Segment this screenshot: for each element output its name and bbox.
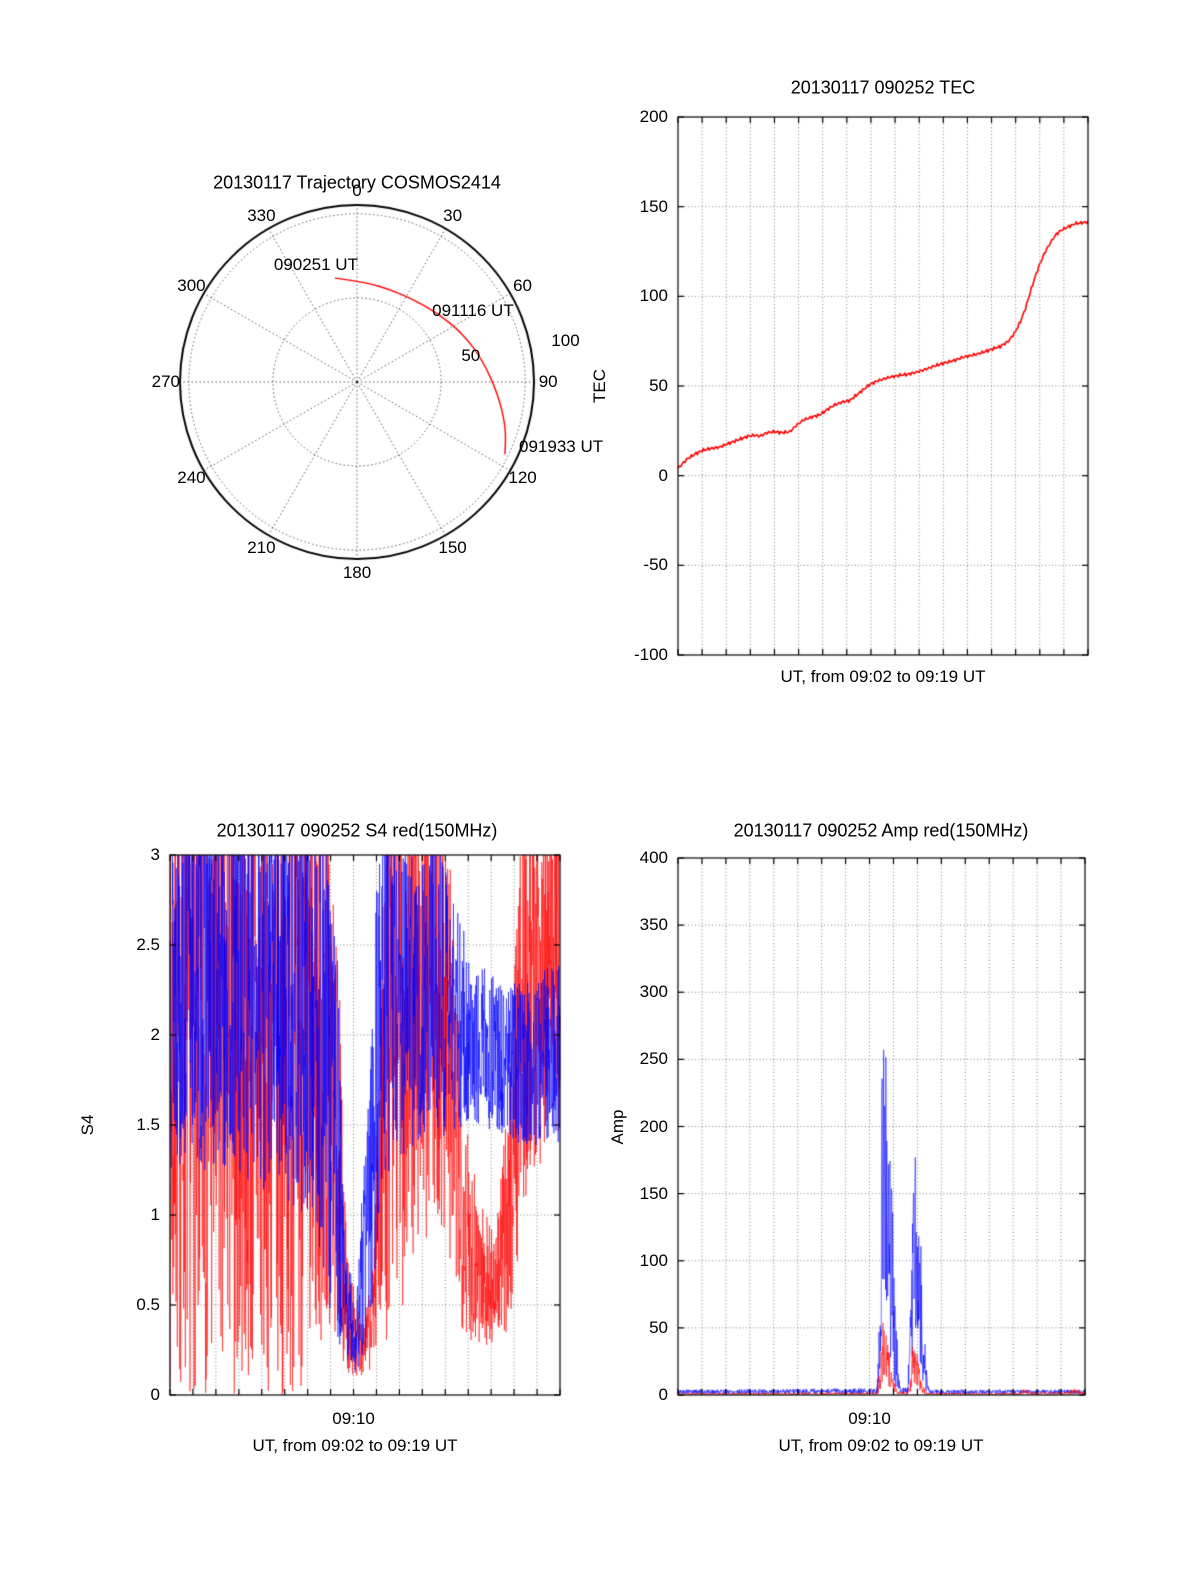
y-tick-label: 150 bbox=[639, 196, 668, 216]
y-tick-label: 200 bbox=[639, 107, 668, 126]
y-tick-label: -100 bbox=[633, 645, 668, 664]
y-tick-label: 1.5 bbox=[136, 1115, 160, 1134]
amp-ylabel: Amp bbox=[608, 1109, 627, 1145]
y-tick-label: 2.5 bbox=[136, 935, 160, 954]
s4-ylabel: S4 bbox=[78, 1114, 97, 1136]
trajectory-time-annotation: 091933 UT bbox=[519, 436, 604, 456]
y-tick-label: 50 bbox=[649, 376, 668, 395]
azimuth-label: 90 bbox=[538, 372, 558, 391]
azimuth-label: 300 bbox=[177, 276, 206, 296]
ring-label: 100 bbox=[551, 331, 580, 351]
azimuth-label: 210 bbox=[247, 537, 276, 557]
azimuth-label: 330 bbox=[247, 206, 276, 226]
y-tick-label: 0 bbox=[150, 1385, 160, 1404]
azimuth-label: 270 bbox=[151, 372, 181, 391]
trajectory-title: 20130117 Trajectory COSMOS2414 bbox=[213, 172, 501, 193]
azimuth-label: 240 bbox=[177, 467, 206, 487]
y-tick-label: 400 bbox=[639, 848, 668, 867]
y-tick-label: 350 bbox=[639, 915, 668, 935]
y-tick-label: 3 bbox=[150, 845, 160, 864]
y-tick-label: 100 bbox=[639, 286, 668, 306]
azimuth-label: 30 bbox=[443, 206, 463, 226]
y-tick-label: 2 bbox=[150, 1025, 160, 1044]
azimuth-label: 60 bbox=[513, 276, 533, 296]
azimuth-label: 0 bbox=[352, 180, 362, 200]
y-tick-label: 0 bbox=[658, 1385, 668, 1404]
s4-xlabel: UT, from 09:02 to 09:19 UT bbox=[252, 1436, 458, 1455]
s4-title: 20130117 090252 S4 red(150MHz) bbox=[216, 820, 498, 841]
y-tick-label: 1 bbox=[150, 1205, 160, 1224]
tec-xlabel: UT, from 09:02 to 09:19 UT bbox=[780, 667, 986, 686]
y-tick-label: 300 bbox=[639, 982, 668, 1002]
y-tick-label: 100 bbox=[639, 1250, 668, 1270]
y-tick-label: 150 bbox=[639, 1183, 668, 1203]
amp-xlabel: UT, from 09:02 to 09:19 UT bbox=[778, 1436, 984, 1455]
azimuth-label: 120 bbox=[508, 467, 537, 487]
y-tick-label: 250 bbox=[639, 1049, 668, 1069]
tec-title: 20130117 090252 TEC bbox=[790, 77, 976, 98]
y-tick-label: 0 bbox=[658, 465, 668, 485]
trajectory-time-annotation: 091116 UT bbox=[432, 301, 514, 321]
tec-ylabel: TEC bbox=[590, 369, 609, 403]
y-tick-label: 200 bbox=[639, 1116, 668, 1136]
azimuth-label: 150 bbox=[438, 537, 467, 557]
azimuth-label: 180 bbox=[342, 563, 372, 583]
trajectory-time-annotation: 090251 UT bbox=[273, 255, 358, 274]
y-tick-label: -50 bbox=[643, 555, 668, 575]
amp-title: 20130117 090252 Amp red(150MHz) bbox=[733, 820, 1029, 841]
x-tick-label: 09:10 bbox=[332, 1409, 375, 1428]
x-tick-label: 09:10 bbox=[848, 1409, 891, 1428]
ring-label: 50 bbox=[461, 345, 481, 365]
y-tick-label: 50 bbox=[649, 1317, 668, 1337]
y-tick-label: 0.5 bbox=[136, 1295, 160, 1314]
